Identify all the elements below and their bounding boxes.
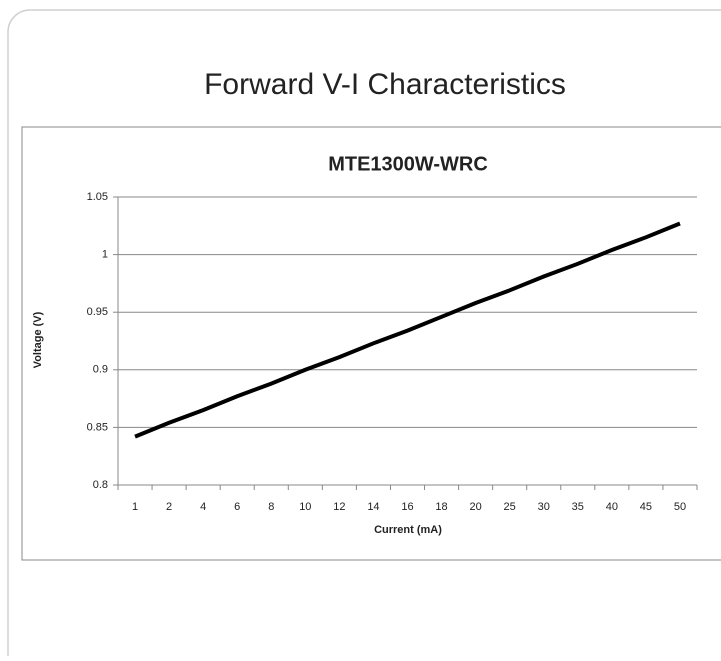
x-tick-label: 20 <box>469 501 481 513</box>
y-tick-label: 0.85 <box>87 421 108 433</box>
y-tick-label: 1.05 <box>87 191 108 203</box>
line-series <box>134 221 681 439</box>
chart-title: MTE1300W-WRC <box>328 153 488 175</box>
x-tick-label: 18 <box>435 501 447 513</box>
x-tick-label: 14 <box>367 501 379 513</box>
x-tick-label: 40 <box>606 501 618 513</box>
y-tick-label: 0.95 <box>87 306 108 318</box>
y-axis-label: Voltage (V) <box>32 311 44 368</box>
x-tick-label: 6 <box>234 501 240 513</box>
x-tick-label: 35 <box>572 501 584 513</box>
x-tick-label: 16 <box>401 501 413 513</box>
slide-title: Forward V-I Characteristics <box>204 68 566 101</box>
x-tick-label: 25 <box>504 501 516 513</box>
x-tick-label: 50 <box>674 501 686 513</box>
y-tick-label: 1 <box>102 249 108 261</box>
y-tick-label: 0.8 <box>93 479 108 491</box>
x-tick-label: 8 <box>268 501 274 513</box>
x-tick-label: 4 <box>200 501 206 513</box>
x-axis-label: Current (mA) <box>374 524 442 536</box>
y-tick-label: 0.9 <box>93 364 108 376</box>
x-tick-label: 10 <box>299 501 311 513</box>
x-tick-label: 1 <box>132 501 138 513</box>
x-tick-label: 2 <box>166 501 172 513</box>
x-tick-label: 30 <box>538 501 550 513</box>
x-tick-label: 45 <box>640 501 652 513</box>
x-tick-label: 12 <box>333 501 345 513</box>
